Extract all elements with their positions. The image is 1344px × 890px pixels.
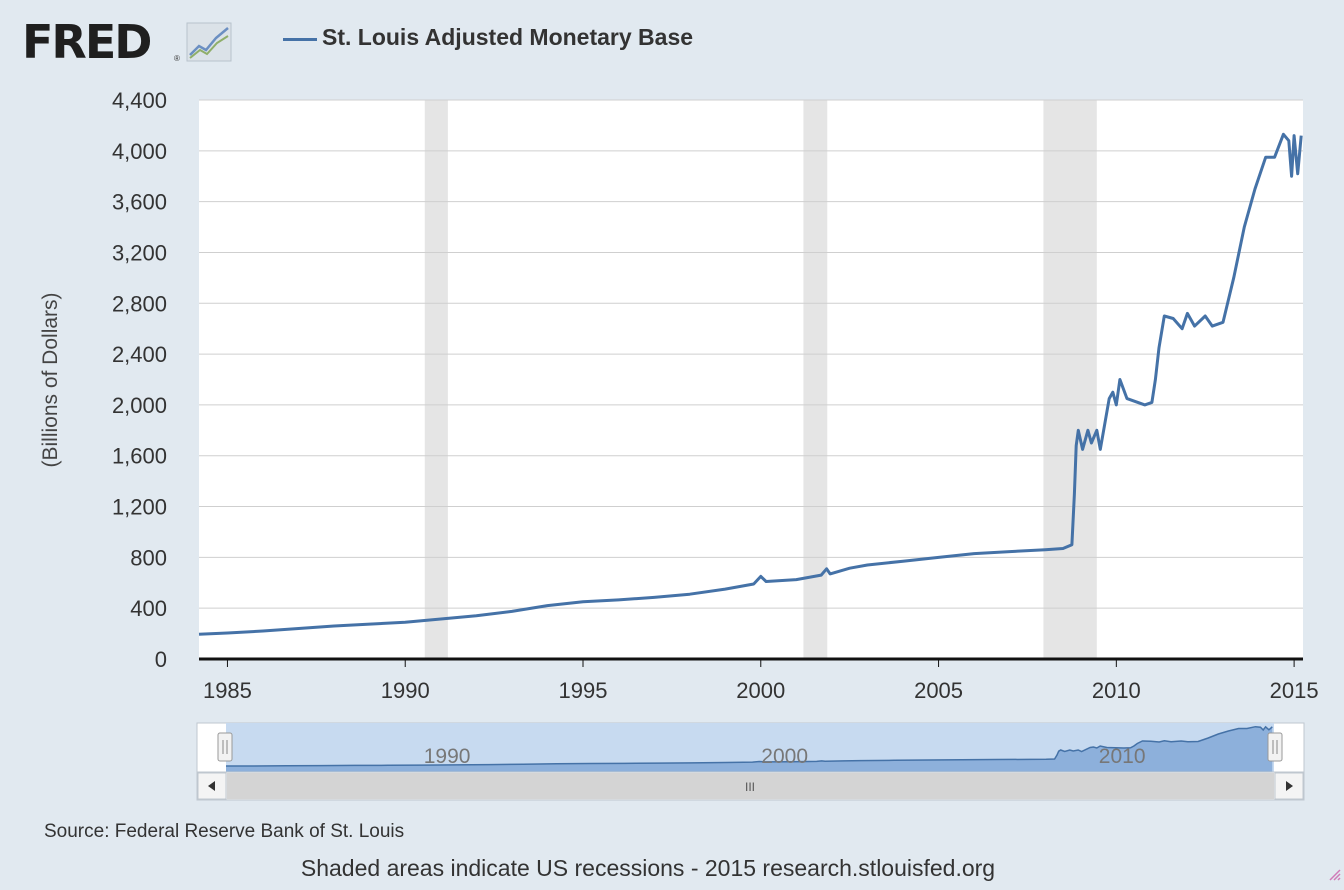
navigator-year-label: 2010 [1099,745,1146,768]
y-tick-labels: 0 400 800 1,200 1,600 2,000 2,400 2,800 3,200 3,6… [112,88,167,672]
source-credit: Source: Federal Reserve Bank of St. Loui… [44,821,405,842]
y-tick-label: 1,200 [112,495,167,520]
resize-grip-icon[interactable] [1329,869,1341,881]
x-tick-label: 2005 [914,678,963,703]
recession-band-2 [1043,100,1097,659]
fred-logo-text: FRED [22,15,152,69]
y-tick-label: 0 [155,647,167,672]
arrow-right-icon [1286,781,1293,791]
x-tick-label: 1990 [381,678,430,703]
y-tick-label: 400 [130,596,167,621]
recession-bands [199,100,1303,659]
legend-label[interactable]: St. Louis Adjusted Monetary Base [322,24,694,50]
x-tick-labels: 1985 1990 1995 2000 2005 2010 2015 [203,678,1319,703]
x-tick-label: 1985 [203,678,252,703]
y-tick-label: 2,000 [112,393,167,418]
navigator-line [226,725,1273,767]
scroll-left-button[interactable] [197,772,227,800]
plot-background [199,100,1303,659]
y-tick-label: 2,400 [112,342,167,367]
series-lines [198,132,1303,636]
navigator[interactable]: 1990 2000 2010 III [196,722,1305,801]
navigator-labels: 1990 2000 2010 [424,745,1146,768]
y-tick-label: 1,600 [112,444,167,469]
y-tick-label: 2,800 [112,291,167,316]
navigator-left-handle[interactable] [217,732,233,762]
navigator-area [226,726,1273,772]
y-tick-label: 3,600 [112,190,167,215]
recession-band-1 [803,100,828,659]
footer-note: Shaded areas indicate US recessions - 20… [300,855,996,881]
scrollbar-thumb[interactable] [227,773,1274,799]
x-tick-label: 1995 [559,678,608,703]
navigator-year-label: 2000 [761,745,808,768]
x-tick-label: 2010 [1092,678,1141,703]
y-axis-title: (Billions of Dollars) [39,292,62,467]
y-tick-label: 3,200 [112,240,167,265]
x-tick-label: 2000 [736,678,785,703]
y-tick-label: 4,400 [112,88,167,113]
series-line-0[interactable] [198,132,1303,636]
registered-mark: ® [174,54,180,63]
x-tick-label: 2015 [1270,678,1319,703]
fred-trend-icon [186,22,232,62]
axes [199,657,1303,667]
y-tick-label: 800 [130,545,167,570]
grid-lines [199,99,1303,609]
arrow-left-icon [208,781,215,791]
recession-band-0 [424,100,448,659]
y-tick-label: 4,000 [112,139,167,164]
legend-line-icon[interactable] [283,38,317,41]
scrollbar-grip: III [745,780,755,794]
scroll-right-button[interactable] [1274,772,1304,800]
navigator-year-label: 1990 [424,745,471,768]
navigator-right-handle[interactable] [1267,732,1283,762]
